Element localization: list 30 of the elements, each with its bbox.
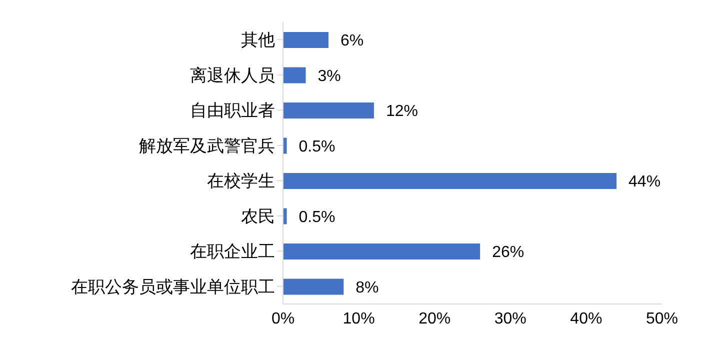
y-tick-label: 在职企业工 bbox=[190, 242, 275, 262]
data-label: 44% bbox=[628, 174, 661, 191]
bar bbox=[283, 173, 617, 189]
y-tick-label: 农民 bbox=[241, 206, 275, 226]
bar bbox=[283, 244, 480, 260]
y-tick-label: 自由职业者 bbox=[190, 101, 275, 120]
data-label: 3% bbox=[318, 68, 341, 85]
bar bbox=[283, 138, 287, 154]
bar bbox=[283, 32, 328, 48]
bar bbox=[283, 102, 374, 118]
y-tick-label: 其他 bbox=[241, 30, 275, 50]
x-tick-label: 10% bbox=[342, 310, 375, 328]
bar bbox=[283, 208, 287, 224]
x-tick-label: 50% bbox=[646, 310, 678, 328]
data-label: 8% bbox=[356, 279, 379, 296]
x-tick-label: 40% bbox=[570, 310, 602, 328]
y-tick-label: 在校学生 bbox=[207, 172, 275, 191]
data-label: 12% bbox=[386, 103, 418, 120]
y-tick-label: 在职公务员或事业单位职工 bbox=[71, 277, 275, 296]
y-tick-label: 离退休人员 bbox=[190, 66, 275, 85]
y-tick-label: 解放军及武警官兵 bbox=[139, 136, 275, 156]
data-label: 0.5% bbox=[298, 208, 336, 226]
bar bbox=[283, 278, 344, 295]
data-label: 0.5% bbox=[298, 138, 336, 156]
data-label: 26% bbox=[492, 244, 524, 262]
x-tick-label: 20% bbox=[418, 310, 451, 328]
x-tick-label: 30% bbox=[494, 310, 526, 328]
x-tick-label: 0% bbox=[271, 310, 295, 328]
data-label: 6% bbox=[340, 32, 364, 50]
bar bbox=[283, 67, 306, 84]
